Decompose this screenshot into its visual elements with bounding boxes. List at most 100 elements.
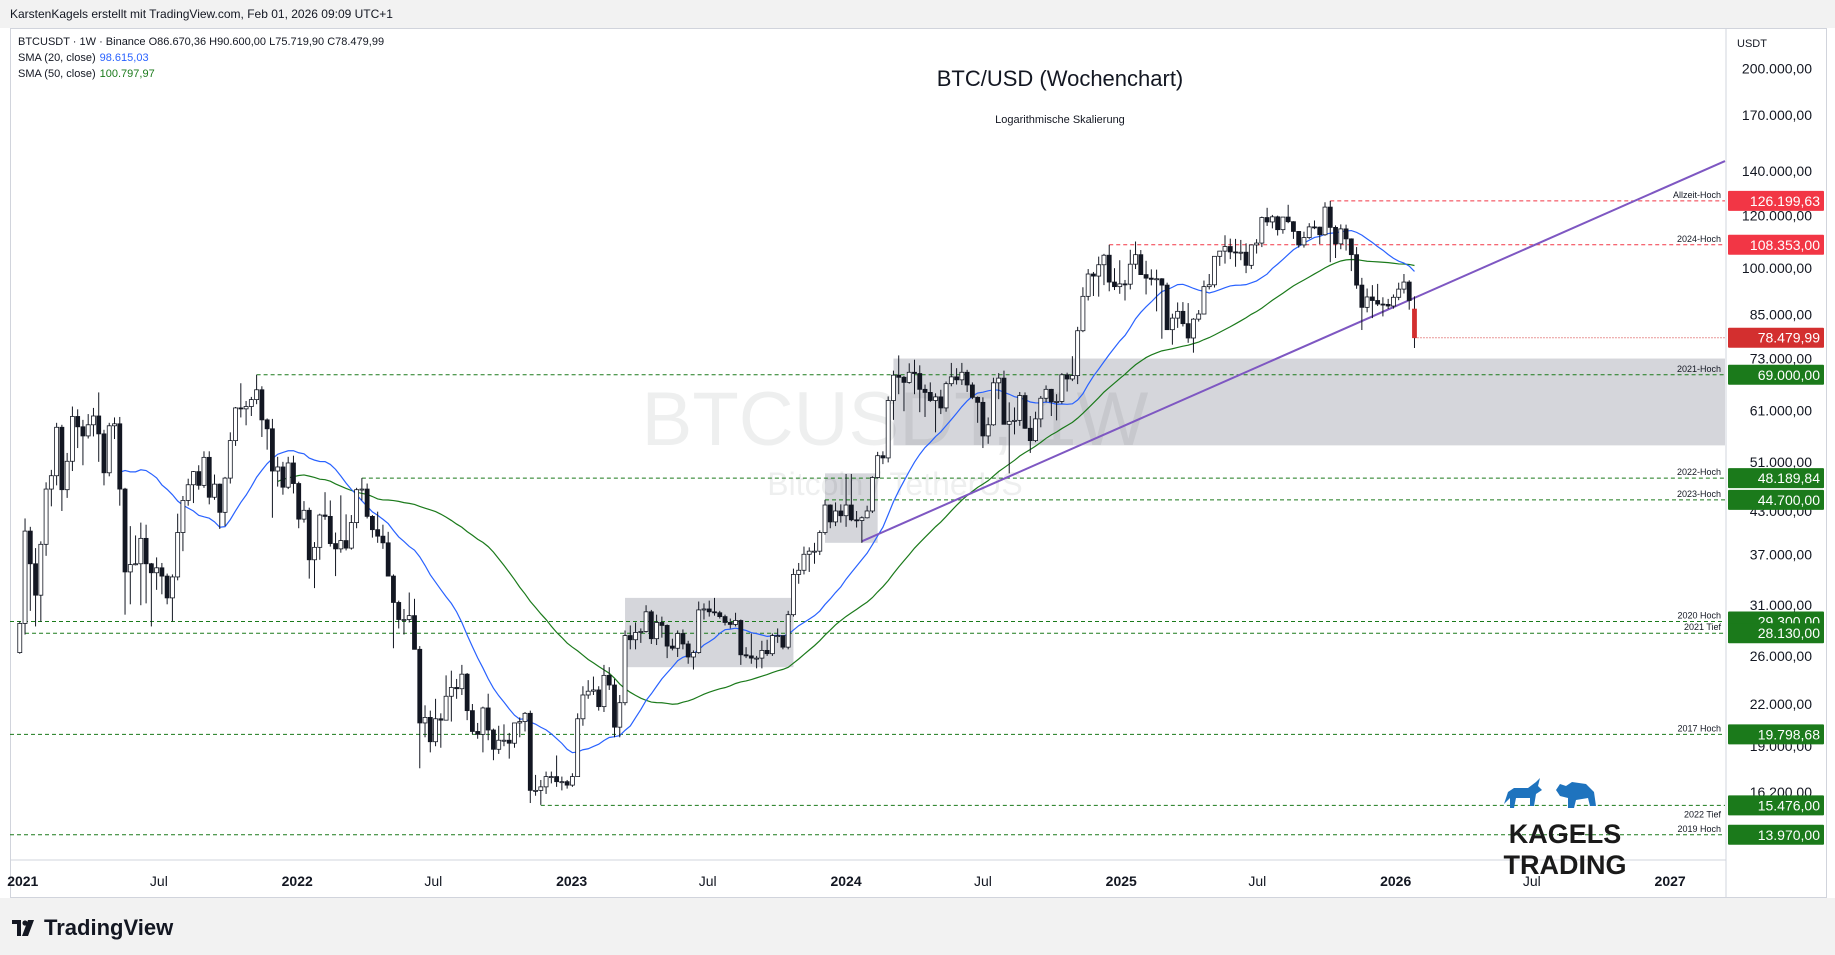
- candle-body: [733, 620, 738, 625]
- candle: [1043, 385, 1049, 403]
- candle: [327, 500, 333, 547]
- candle-body: [617, 702, 623, 728]
- candle: [991, 377, 996, 426]
- candle-body: [1248, 244, 1254, 266]
- level-price-badge: [1728, 824, 1824, 845]
- candle: [554, 755, 560, 787]
- candle: [64, 452, 70, 498]
- candle-body: [17, 623, 23, 653]
- time-tick-label: Jul: [1248, 873, 1266, 889]
- candle: [975, 396, 981, 423]
- candle-body: [438, 718, 444, 721]
- candle-body: [759, 650, 765, 659]
- level-label: 2023-Hoch: [1677, 489, 1721, 499]
- candle: [1059, 373, 1065, 404]
- candle-body: [917, 373, 923, 390]
- candle: [775, 628, 781, 643]
- sma20-value: 98.615,03: [99, 52, 149, 64]
- time-tick-label: Jul: [974, 873, 992, 889]
- candle-body: [122, 488, 128, 573]
- candle: [854, 510, 859, 528]
- candle: [480, 706, 486, 753]
- footer-bar: [0, 898, 1835, 955]
- candle-body: [127, 564, 133, 573]
- candle-body: [180, 500, 186, 533]
- candle-body: [464, 673, 470, 712]
- candle: [885, 396, 891, 463]
- candle: [606, 667, 612, 690]
- candle-body: [243, 406, 249, 410]
- level-label: 2022 Tief: [1684, 809, 1722, 819]
- candle-body: [1112, 281, 1117, 288]
- current-price-badge: [1728, 327, 1824, 348]
- candle: [548, 771, 554, 784]
- candle-body: [206, 456, 212, 498]
- candle: [812, 542, 817, 564]
- level-price-badge: [1728, 468, 1824, 489]
- candle: [1017, 391, 1023, 426]
- candle-body: [469, 710, 475, 732]
- candle: [485, 693, 491, 741]
- tradingview-logo[interactable]: TradingView: [12, 915, 173, 941]
- candle-body: [1064, 374, 1070, 380]
- candle: [54, 422, 60, 486]
- candle: [901, 376, 907, 412]
- candle-body: [633, 632, 638, 641]
- candle: [1306, 223, 1312, 239]
- candle-body: [1048, 388, 1054, 403]
- candle-body: [922, 388, 928, 393]
- candle-body: [270, 428, 275, 472]
- candle-body: [680, 633, 686, 645]
- candle-body: [722, 616, 728, 623]
- candle: [70, 406, 75, 472]
- candle: [869, 476, 875, 514]
- candle: [633, 622, 638, 650]
- candle: [433, 698, 438, 747]
- candle-body: [1385, 303, 1391, 307]
- candle-body: [969, 384, 975, 398]
- candle-body: [659, 622, 665, 626]
- candle: [406, 592, 412, 623]
- candle: [1401, 274, 1407, 294]
- candle-body: [964, 371, 970, 386]
- candle-body: [359, 488, 365, 491]
- candle-body: [333, 543, 338, 550]
- level-price-badge-text: 15.476,00: [1758, 797, 1820, 813]
- candle-body: [854, 519, 859, 522]
- candle: [369, 515, 375, 538]
- candle: [559, 776, 565, 791]
- level-price-badge-text: 69.000,00: [1758, 367, 1820, 383]
- candle-body: [1169, 317, 1175, 331]
- candle-body: [96, 415, 102, 435]
- candle: [1285, 204, 1291, 224]
- candle: [1122, 279, 1128, 301]
- brand-icons-layer: [1504, 778, 1596, 808]
- candle: [612, 678, 617, 738]
- candle-body: [1275, 216, 1281, 231]
- candle: [1096, 256, 1102, 297]
- time-tick-label: 2022: [282, 873, 313, 889]
- candle: [354, 487, 360, 529]
- candle: [106, 422, 112, 477]
- candle-body: [743, 654, 749, 657]
- candle: [727, 618, 733, 629]
- candle: [1396, 282, 1402, 301]
- attribution-bar: KarstenKagels erstellt mit TradingView.c…: [0, 0, 1835, 28]
- candle-body: [1238, 251, 1244, 254]
- candle-body: [1012, 419, 1017, 422]
- candle-body: [775, 635, 781, 637]
- candle: [322, 492, 328, 520]
- candle-body: [627, 635, 633, 641]
- candle: [580, 686, 586, 726]
- candle-body: [564, 781, 570, 786]
- level-label: Allzeit-Hoch: [1673, 190, 1721, 200]
- candle: [880, 451, 886, 465]
- price-tick-label: 22.000,00: [1750, 696, 1812, 712]
- candle-body: [1101, 254, 1107, 266]
- candle-body: [1217, 250, 1223, 257]
- candle: [254, 374, 260, 405]
- chart-frame[interactable]: [10, 28, 1827, 898]
- candle: [838, 504, 844, 523]
- candle: [454, 678, 460, 699]
